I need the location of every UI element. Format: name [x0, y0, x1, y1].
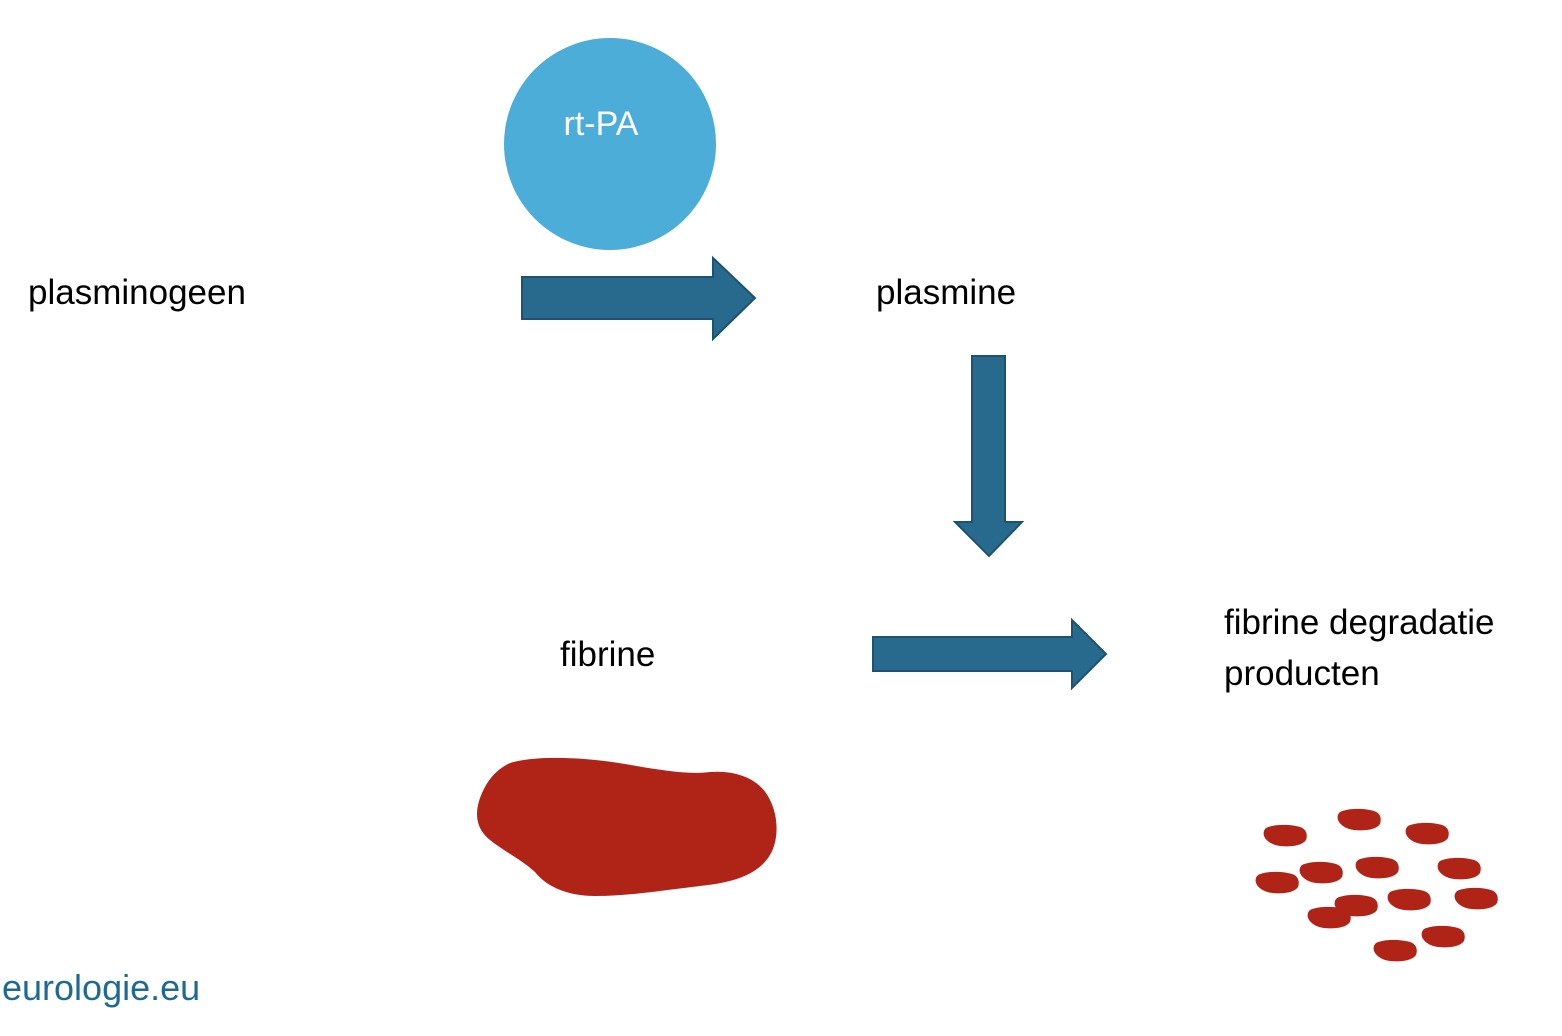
arrow-plasmin-down [952, 355, 1025, 558]
fdp-label-line2: producten [1224, 653, 1380, 693]
arrow-plasminogen-to-plasmin [521, 255, 757, 342]
plasmin-label: plasmine [876, 273, 1017, 312]
fibrin-clot-icon [477, 757, 777, 896]
fdp-label-line1: fibrine degradatie [1224, 603, 1495, 642]
fibrin-fragments-icon [1255, 808, 1498, 962]
rt-pa-circle: rt-PA [504, 38, 716, 250]
watermark-logo: eurologie.eu [2, 967, 201, 1008]
arrow-fibrin-to-fdp [872, 617, 1108, 691]
fdp-label: fibrine degradatie producten [1224, 598, 1494, 700]
plasminogen-label: plasminogeen [28, 273, 246, 312]
rt-pa-label: rt-PA [563, 105, 639, 143]
fibrin-label: fibrine [560, 635, 656, 674]
